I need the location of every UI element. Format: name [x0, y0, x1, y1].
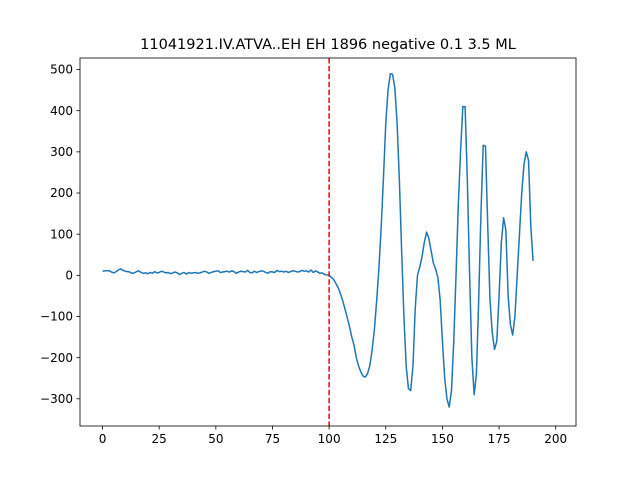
x-tick-label: 200 — [544, 432, 567, 446]
x-tick-label: 75 — [265, 432, 280, 446]
y-tick-label: 100 — [50, 227, 73, 241]
y-tick-label: 500 — [50, 63, 73, 77]
y-tick-label: 300 — [50, 145, 73, 159]
x-tick-label: 150 — [431, 432, 454, 446]
y-tick-label: −300 — [40, 392, 73, 406]
x-tick-label: 0 — [99, 432, 107, 446]
y-tick-label: −100 — [40, 310, 73, 324]
x-axis: 0 25 50 75 100 125 150 175 200 — [99, 426, 567, 446]
y-tick-label: 200 — [50, 186, 73, 200]
chart-title: 11041921.IV.ATVA..EH EH 1896 negative 0.… — [140, 37, 516, 53]
x-tick-label: 50 — [208, 432, 223, 446]
y-tick-label: 0 — [65, 269, 73, 283]
y-tick-label: −200 — [40, 351, 73, 365]
x-tick-label: 25 — [152, 432, 167, 446]
waveform-series-line — [102, 72, 534, 408]
x-tick-label: 100 — [318, 432, 341, 446]
y-tick-label: 400 — [50, 104, 73, 118]
plot-area — [102, 58, 534, 426]
axes-frame — [79, 57, 577, 427]
y-axis: −300 −200 −100 0 100 200 300 400 500 — [40, 63, 80, 406]
x-tick-label: 125 — [374, 432, 397, 446]
x-tick-label: 175 — [488, 432, 511, 446]
